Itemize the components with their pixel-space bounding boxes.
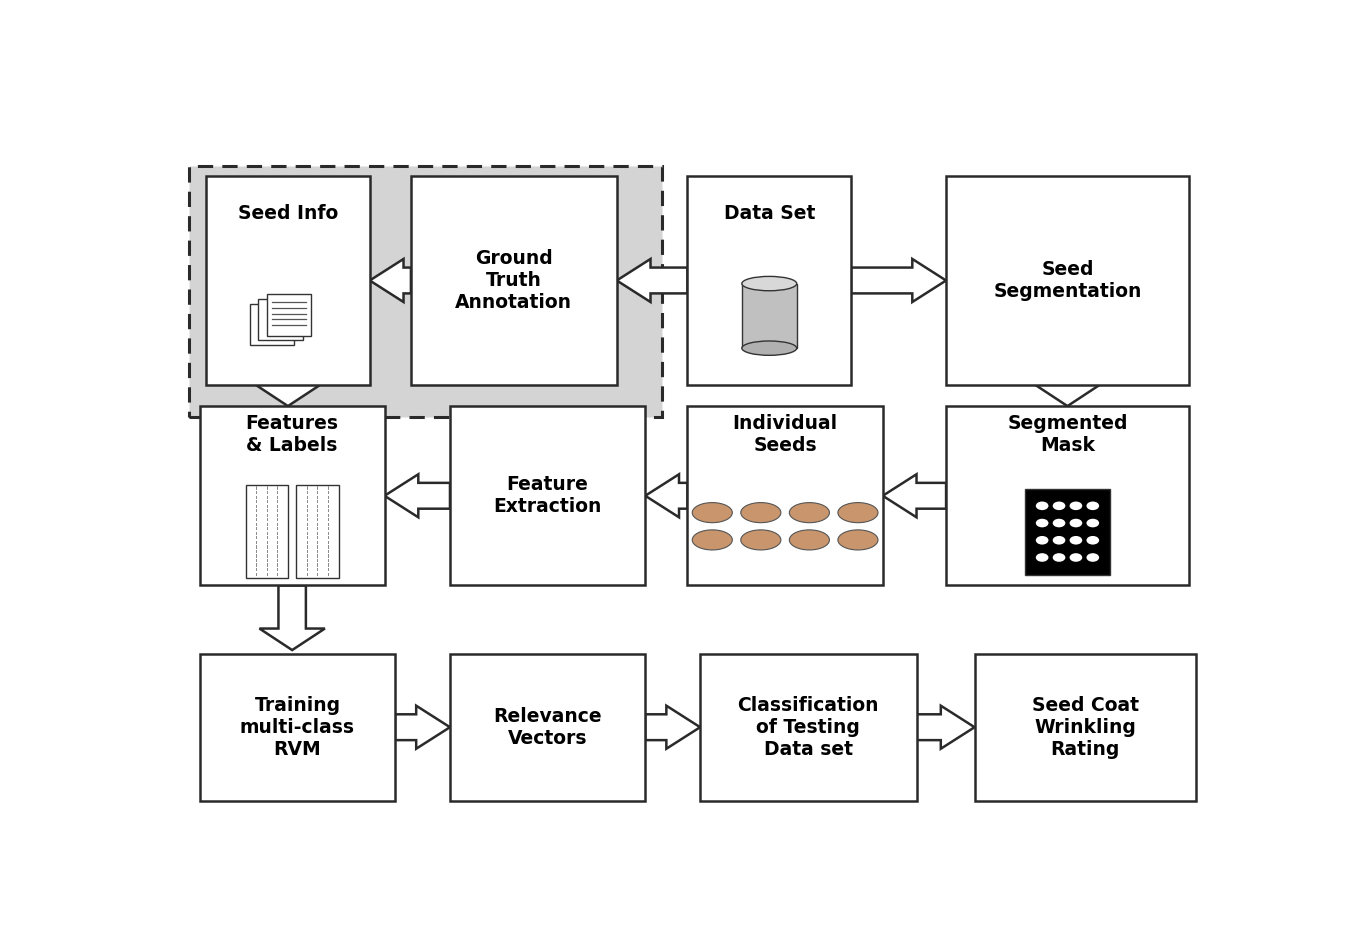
Circle shape — [1069, 501, 1083, 510]
Circle shape — [1053, 519, 1065, 528]
Polygon shape — [646, 706, 700, 748]
FancyBboxPatch shape — [297, 485, 339, 578]
Polygon shape — [917, 706, 975, 748]
Ellipse shape — [692, 530, 733, 550]
FancyBboxPatch shape — [449, 406, 646, 585]
Polygon shape — [259, 585, 326, 651]
Polygon shape — [646, 474, 688, 517]
Ellipse shape — [741, 502, 780, 523]
Text: Seed Coat
Wrinkling
Rating: Seed Coat Wrinkling Rating — [1032, 695, 1139, 759]
Circle shape — [1053, 554, 1065, 562]
Circle shape — [1069, 536, 1083, 544]
Circle shape — [1035, 536, 1049, 544]
FancyBboxPatch shape — [700, 653, 917, 801]
FancyBboxPatch shape — [742, 283, 797, 349]
Polygon shape — [883, 474, 947, 517]
Ellipse shape — [838, 530, 878, 550]
Circle shape — [1087, 519, 1099, 528]
FancyBboxPatch shape — [251, 304, 294, 345]
Ellipse shape — [741, 530, 780, 550]
FancyBboxPatch shape — [245, 485, 287, 578]
Circle shape — [1069, 519, 1083, 528]
Circle shape — [1087, 536, 1099, 544]
Ellipse shape — [742, 277, 797, 291]
FancyBboxPatch shape — [189, 166, 662, 417]
Polygon shape — [395, 706, 449, 748]
Ellipse shape — [692, 502, 733, 523]
FancyBboxPatch shape — [975, 653, 1196, 801]
Polygon shape — [384, 474, 449, 517]
Circle shape — [1035, 519, 1049, 528]
FancyBboxPatch shape — [206, 176, 369, 385]
Circle shape — [1087, 501, 1099, 510]
Circle shape — [1035, 554, 1049, 562]
FancyBboxPatch shape — [411, 176, 617, 385]
Ellipse shape — [742, 341, 797, 355]
FancyBboxPatch shape — [688, 406, 883, 585]
FancyBboxPatch shape — [688, 176, 851, 385]
Text: Classification
of Testing
Data set: Classification of Testing Data set — [738, 695, 878, 759]
FancyBboxPatch shape — [947, 176, 1189, 385]
Text: Data Set: Data Set — [723, 204, 814, 224]
Polygon shape — [1035, 385, 1100, 406]
Text: Segmented
Mask: Segmented Mask — [1008, 415, 1128, 455]
Text: Features
& Labels: Features & Labels — [245, 415, 339, 455]
FancyBboxPatch shape — [267, 295, 311, 336]
Text: Training
multi-class
RVM: Training multi-class RVM — [240, 695, 355, 759]
Text: Seed
Segmentation: Seed Segmentation — [993, 260, 1141, 301]
Circle shape — [1053, 536, 1065, 544]
Polygon shape — [617, 259, 688, 302]
Text: Seed Info: Seed Info — [238, 204, 338, 224]
Ellipse shape — [790, 502, 829, 523]
FancyBboxPatch shape — [947, 406, 1189, 585]
Circle shape — [1035, 501, 1049, 510]
Ellipse shape — [790, 530, 829, 550]
Circle shape — [1087, 554, 1099, 562]
FancyBboxPatch shape — [200, 406, 384, 585]
FancyBboxPatch shape — [1026, 488, 1110, 575]
Circle shape — [1069, 554, 1083, 562]
Ellipse shape — [838, 502, 878, 523]
Circle shape — [1053, 501, 1065, 510]
Text: Relevance
Vectors: Relevance Vectors — [493, 706, 602, 747]
Text: Feature
Extraction: Feature Extraction — [493, 475, 602, 516]
FancyBboxPatch shape — [259, 298, 302, 340]
Polygon shape — [255, 385, 320, 406]
Text: Individual
Seeds: Individual Seeds — [733, 415, 838, 455]
Polygon shape — [851, 259, 947, 302]
FancyBboxPatch shape — [449, 653, 646, 801]
FancyBboxPatch shape — [200, 653, 395, 801]
Polygon shape — [369, 259, 411, 302]
Text: Ground
Truth
Annotation: Ground Truth Annotation — [455, 249, 572, 312]
